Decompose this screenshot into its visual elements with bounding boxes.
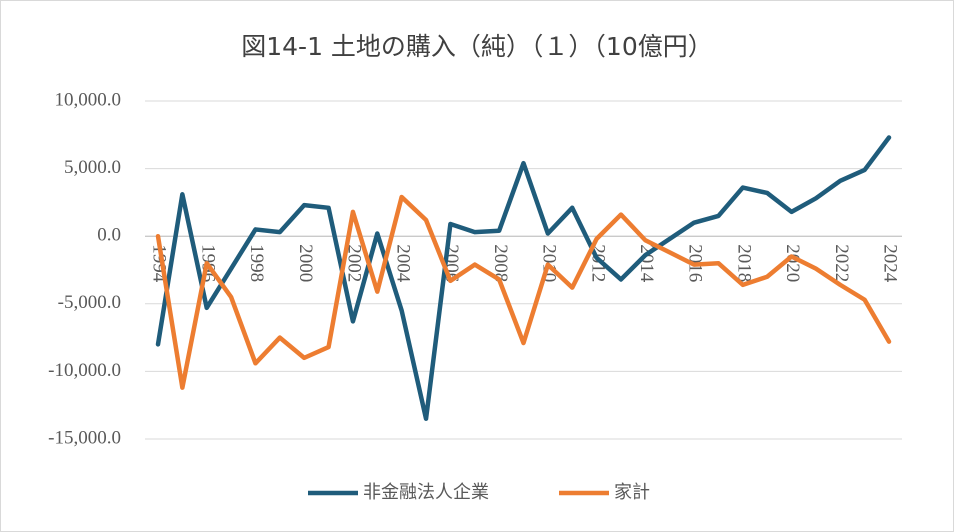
x-tick-label: 2020 bbox=[782, 244, 803, 282]
x-tick-label: 2004 bbox=[392, 244, 413, 283]
y-tick-label: 10,000.0 bbox=[55, 89, 122, 110]
y-tick-label: -10,000.0 bbox=[48, 360, 121, 381]
x-tick-label: 2022 bbox=[831, 244, 852, 282]
series-line bbox=[155, 194, 892, 390]
y-tick-label: -15,000.0 bbox=[48, 427, 121, 448]
legend-label: 非金融法人企業 bbox=[363, 482, 489, 503]
y-tick-label: 5,000.0 bbox=[64, 157, 121, 178]
chart-title: 図14-1 土地の購入（純）（１）（10億円） bbox=[241, 32, 713, 61]
y-tick-label: 0.0 bbox=[97, 225, 121, 246]
x-tick-label: 2008 bbox=[490, 244, 511, 282]
series-line bbox=[155, 135, 892, 421]
x-tick-label: 2014 bbox=[636, 244, 657, 283]
x-tick-label: 2024 bbox=[880, 244, 901, 283]
x-tick-label: 2018 bbox=[733, 244, 754, 282]
legend-label: 家計 bbox=[614, 482, 650, 503]
x-tick-label: 2000 bbox=[295, 244, 316, 282]
x-tick-label: 1998 bbox=[246, 244, 267, 282]
y-tick-label: -5,000.0 bbox=[58, 292, 121, 313]
x-tick-label: 2002 bbox=[344, 244, 365, 282]
